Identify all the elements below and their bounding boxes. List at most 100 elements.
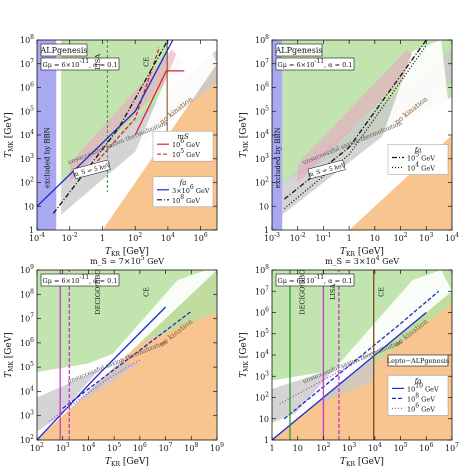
box-title: ALPgenesis — [40, 46, 88, 55]
y-tick-label: 107​ — [255, 285, 269, 296]
detector-label: CE — [378, 287, 386, 297]
x-tick-label: 105​ — [107, 442, 121, 453]
x-tick-label: 104​ — [161, 232, 175, 243]
series-line-2 — [283, 44, 427, 210]
y-tick-label: 102​ — [20, 177, 34, 188]
series-line-1 — [37, 306, 167, 440]
legend-mass-frame — [152, 130, 214, 162]
y-tick-label: 105​ — [20, 105, 34, 116]
y-axis-label: TMK [GeV] — [239, 112, 250, 158]
legend-mass-title: mS — [177, 133, 189, 141]
series-line-2 — [62, 310, 192, 409]
y-tick-label: 103​ — [255, 370, 269, 381]
x-tick-label: 108​ — [184, 442, 198, 453]
pink-band — [69, 49, 185, 183]
y-tick-label: 107​ — [255, 58, 269, 69]
legend-fa-entry: 108​ GeV — [172, 194, 200, 205]
bbn-label: excluded by BBN — [274, 127, 282, 188]
y-tick-label: 10 — [259, 415, 269, 424]
x-tick-label: 10 — [293, 444, 303, 453]
y-tick-label: 103​ — [255, 153, 269, 164]
series-line-4 — [52, 40, 169, 214]
y-tick-label: 105​ — [20, 361, 34, 372]
x-tick-label: 1 — [347, 234, 352, 243]
param-box — [275, 273, 355, 287]
legend-fa-title: fa — [414, 377, 422, 385]
x-axis-label: TKR [GeV] — [105, 457, 149, 468]
x-tick-label: 10-2​ — [290, 232, 306, 243]
box-title-frame — [275, 43, 323, 57]
y-axis-label: TMK [GeV] — [4, 332, 15, 378]
detector-label: CE — [143, 57, 151, 67]
detector-label: DECIGO/BBO — [94, 269, 102, 314]
legend-mass-entry: 106​ GeV — [172, 138, 200, 149]
y-tick-label: 10 — [259, 202, 269, 211]
y-tick-label: 102​ — [20, 434, 34, 445]
no-kination-region — [349, 135, 452, 230]
y-tick-label: 108​ — [20, 288, 34, 299]
series-line-1 — [134, 70, 185, 136]
param-box — [40, 57, 120, 71]
legend-box-frame — [387, 354, 449, 367]
detector-label: LISA — [329, 284, 337, 300]
panel-title: m_S = 3×104​ GeV — [325, 255, 399, 266]
series-line-3 — [48, 359, 141, 422]
y-tick-label: 1 — [264, 436, 269, 445]
chart-panel-bottom-right: 1 10 102​ 103​ 104​ 105​ 106​ 107​ 1 10 102​ 103​ 10… — [239, 255, 459, 468]
panel-title: m_S = 7×105​ GeV — [90, 255, 164, 266]
y-tick-label: 106​ — [255, 82, 269, 93]
x-tick-label: 104​ — [445, 232, 459, 243]
y-tick-label: 106​ — [20, 337, 34, 348]
x-tick-label: 104​ — [81, 442, 95, 453]
x-tick-label: 105​ — [394, 442, 408, 453]
x-tick-label: 102​ — [128, 232, 142, 243]
x-tick-label: 10-4​ — [29, 232, 45, 243]
legend-fa-title: fa — [414, 147, 422, 155]
plot-area — [37, 270, 217, 440]
series-line-2 — [97, 46, 161, 162]
x-tick-label: 10-2​ — [62, 232, 78, 243]
x-tick-label: 1 — [269, 444, 274, 453]
x-tick-label: 102​ — [316, 442, 330, 453]
box-title-frame — [40, 43, 88, 57]
legend-fa-entry: 105​ GeV — [407, 152, 435, 163]
y-tick-label: 102​ — [255, 177, 269, 188]
param-text: Gμ = 6×10-11​, α = 0.1 — [278, 58, 353, 69]
bbn-label: excluded by BBN — [44, 127, 52, 188]
param-text: Gμ = 6×10-11​, α = 0.1 — [43, 274, 118, 285]
white-wedge — [272, 270, 452, 440]
y-tick-label: 108​ — [20, 34, 34, 45]
series-line-3 — [279, 344, 388, 405]
param-text: Gμ = 6×10-11​, α = 0.1 — [278, 274, 353, 285]
x-axis-label: TKR [GeV] — [340, 457, 384, 468]
mass-tag-frame — [307, 159, 346, 180]
param-text: Gμ = 6×10-11​, α = 0.1 — [43, 58, 118, 69]
x-tick-label: 109​ — [210, 442, 224, 453]
y-tick-label: 102​ — [255, 392, 269, 403]
series-line-3 — [37, 40, 174, 207]
x-tick-label: 1 — [100, 234, 105, 243]
x-tick-label: 10 — [370, 234, 380, 243]
y-tick-label: 104​ — [20, 385, 34, 396]
bbn-excluded-region — [37, 40, 57, 230]
x-tick-label: 102​ — [394, 232, 408, 243]
y-tick-label: 1 — [264, 226, 269, 235]
bbn-excluded-region — [272, 40, 283, 230]
y-tick-label: 108​ — [255, 264, 269, 275]
y-tick-label: 105​ — [255, 105, 269, 116]
y-tick-label: 108​ — [255, 34, 269, 45]
legend-fa-title: fa — [179, 179, 187, 187]
y-tick-label: 106​ — [255, 307, 269, 318]
y-tick-label: 107​ — [20, 58, 34, 69]
x-axis-label: TKR [GeV] — [105, 247, 149, 258]
x-tick-label: 106​ — [194, 232, 208, 243]
x-tick-label: 106​ — [419, 442, 433, 453]
legend-fa-entry: 108​ GeV — [407, 392, 435, 403]
x-tick-label: 103​ — [56, 442, 70, 453]
x-tick-label: 103​ — [342, 442, 356, 453]
y-tick-label: 104​ — [20, 129, 34, 140]
white-wedge — [37, 270, 217, 440]
legend-fa-entry: 3×106​ GeV — [172, 184, 210, 195]
param-box — [40, 273, 120, 287]
